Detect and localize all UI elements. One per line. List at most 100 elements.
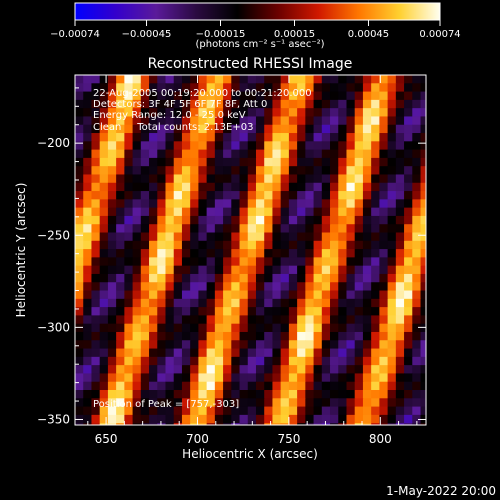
heatmap-cell — [206, 340, 216, 350]
heatmap-cell — [140, 99, 150, 109]
heatmap-cell — [157, 166, 167, 176]
heatmap-cell — [116, 265, 125, 275]
heatmap-cell — [149, 398, 158, 408]
heatmap-cell — [379, 381, 389, 391]
heatmap-cell — [157, 265, 167, 275]
heatmap-cell — [206, 356, 216, 366]
heatmap-cell — [165, 348, 175, 358]
heatmap-cell — [387, 215, 397, 225]
heatmap-cell — [313, 191, 323, 200]
heatmap-cell — [116, 191, 125, 200]
heatmap-cell — [124, 381, 134, 391]
heatmap-cell — [214, 240, 224, 250]
heatmap-cell — [190, 199, 199, 209]
heatmap-cell — [99, 116, 109, 126]
heatmap-cell — [346, 249, 356, 258]
heatmap-cell — [99, 273, 109, 283]
heatmap-cell — [420, 83, 426, 93]
heatmap-cell — [338, 191, 348, 200]
heatmap-cell — [338, 75, 348, 84]
heatmap-cell — [198, 207, 208, 217]
heatmap-cell — [330, 91, 339, 101]
heatmap-cell — [297, 406, 306, 416]
heatmap-cell — [214, 75, 224, 84]
heatmap-cell — [313, 215, 323, 225]
heatmap-cell — [346, 356, 356, 366]
heatmap-cell — [297, 157, 306, 167]
heatmap-cell — [231, 174, 241, 184]
heatmap-cell — [181, 356, 191, 366]
heatmap-cell — [83, 232, 93, 242]
heatmap-cell — [429, 431, 438, 440]
heatmap-cell — [338, 215, 348, 225]
heatmap-cell — [132, 75, 142, 84]
heatmap-cell — [255, 257, 265, 267]
heatmap-cell — [157, 199, 167, 209]
heatmap-cell — [173, 307, 183, 316]
heatmap-cell — [280, 373, 290, 383]
heatmap-cell — [181, 414, 191, 424]
heatmap-cell — [429, 108, 438, 117]
heatmap-cell — [429, 125, 438, 134]
heatmap-cell — [91, 323, 101, 333]
heatmap-cell — [231, 298, 241, 308]
heatmap-cell — [83, 182, 93, 192]
heatmap-cell — [288, 174, 298, 184]
heatmap-cell — [239, 365, 249, 375]
heatmap-cell — [354, 116, 364, 126]
heatmap-cell — [321, 157, 331, 167]
heatmap-cell — [330, 414, 339, 424]
heatmap-cell — [116, 257, 125, 267]
heatmap-cell — [354, 240, 364, 250]
heatmap-cell — [140, 265, 150, 275]
y-tick-label: −200 — [37, 136, 70, 150]
heatmap-cell — [346, 423, 356, 425]
heatmap-cell — [379, 398, 389, 408]
heatmap-cell — [313, 224, 323, 234]
heatmap-cell — [272, 232, 282, 242]
heatmap-cell — [157, 323, 167, 333]
heatmap-cell — [420, 75, 426, 84]
heatmap-cell — [239, 257, 249, 267]
heatmap-cell — [116, 307, 125, 316]
heatmap-cell — [247, 133, 257, 142]
heatmap-cell — [239, 323, 249, 333]
heatmap-cell — [255, 182, 265, 192]
heatmap-cell — [99, 315, 109, 325]
heatmap-cell — [181, 390, 191, 399]
heatmap-cell — [223, 215, 232, 225]
heatmap-cell — [157, 116, 167, 126]
heatmap-cell — [231, 323, 241, 333]
heatmap-cell — [132, 232, 142, 242]
heatmap-cell — [132, 124, 142, 134]
heatmap-cell — [420, 224, 426, 234]
heatmap-cell — [362, 91, 372, 101]
heatmap-cell — [255, 240, 265, 250]
heatmap-cell — [223, 273, 232, 283]
heatmap-cell — [239, 331, 249, 341]
heatmap-cell — [371, 331, 380, 341]
heatmap-cell — [371, 199, 380, 209]
heatmap-cell — [206, 91, 216, 101]
heatmap-cell — [190, 249, 199, 258]
heatmap-cell — [330, 215, 339, 225]
heatmap-cell — [272, 381, 282, 391]
heatmap-cell — [223, 141, 232, 151]
heatmap-cell — [124, 215, 134, 225]
heatmap-cell — [198, 365, 208, 375]
heatmap-cell — [321, 83, 331, 93]
heatmap-cell — [371, 149, 380, 159]
heatmap-cell — [379, 149, 389, 159]
heatmap-cell — [404, 99, 413, 109]
heatmap-cell — [206, 307, 216, 316]
heatmap-cell — [231, 75, 241, 84]
heatmap-cell — [206, 406, 216, 416]
heatmap-cell — [99, 224, 109, 234]
heatmap-cell — [313, 290, 323, 300]
heatmap-cell — [75, 273, 84, 283]
heatmap-cell — [354, 423, 364, 425]
heatmap-cell — [395, 290, 405, 300]
heatmap-cell — [321, 282, 331, 292]
heatmap-cell — [239, 166, 249, 176]
heatmap-cell — [198, 108, 208, 118]
